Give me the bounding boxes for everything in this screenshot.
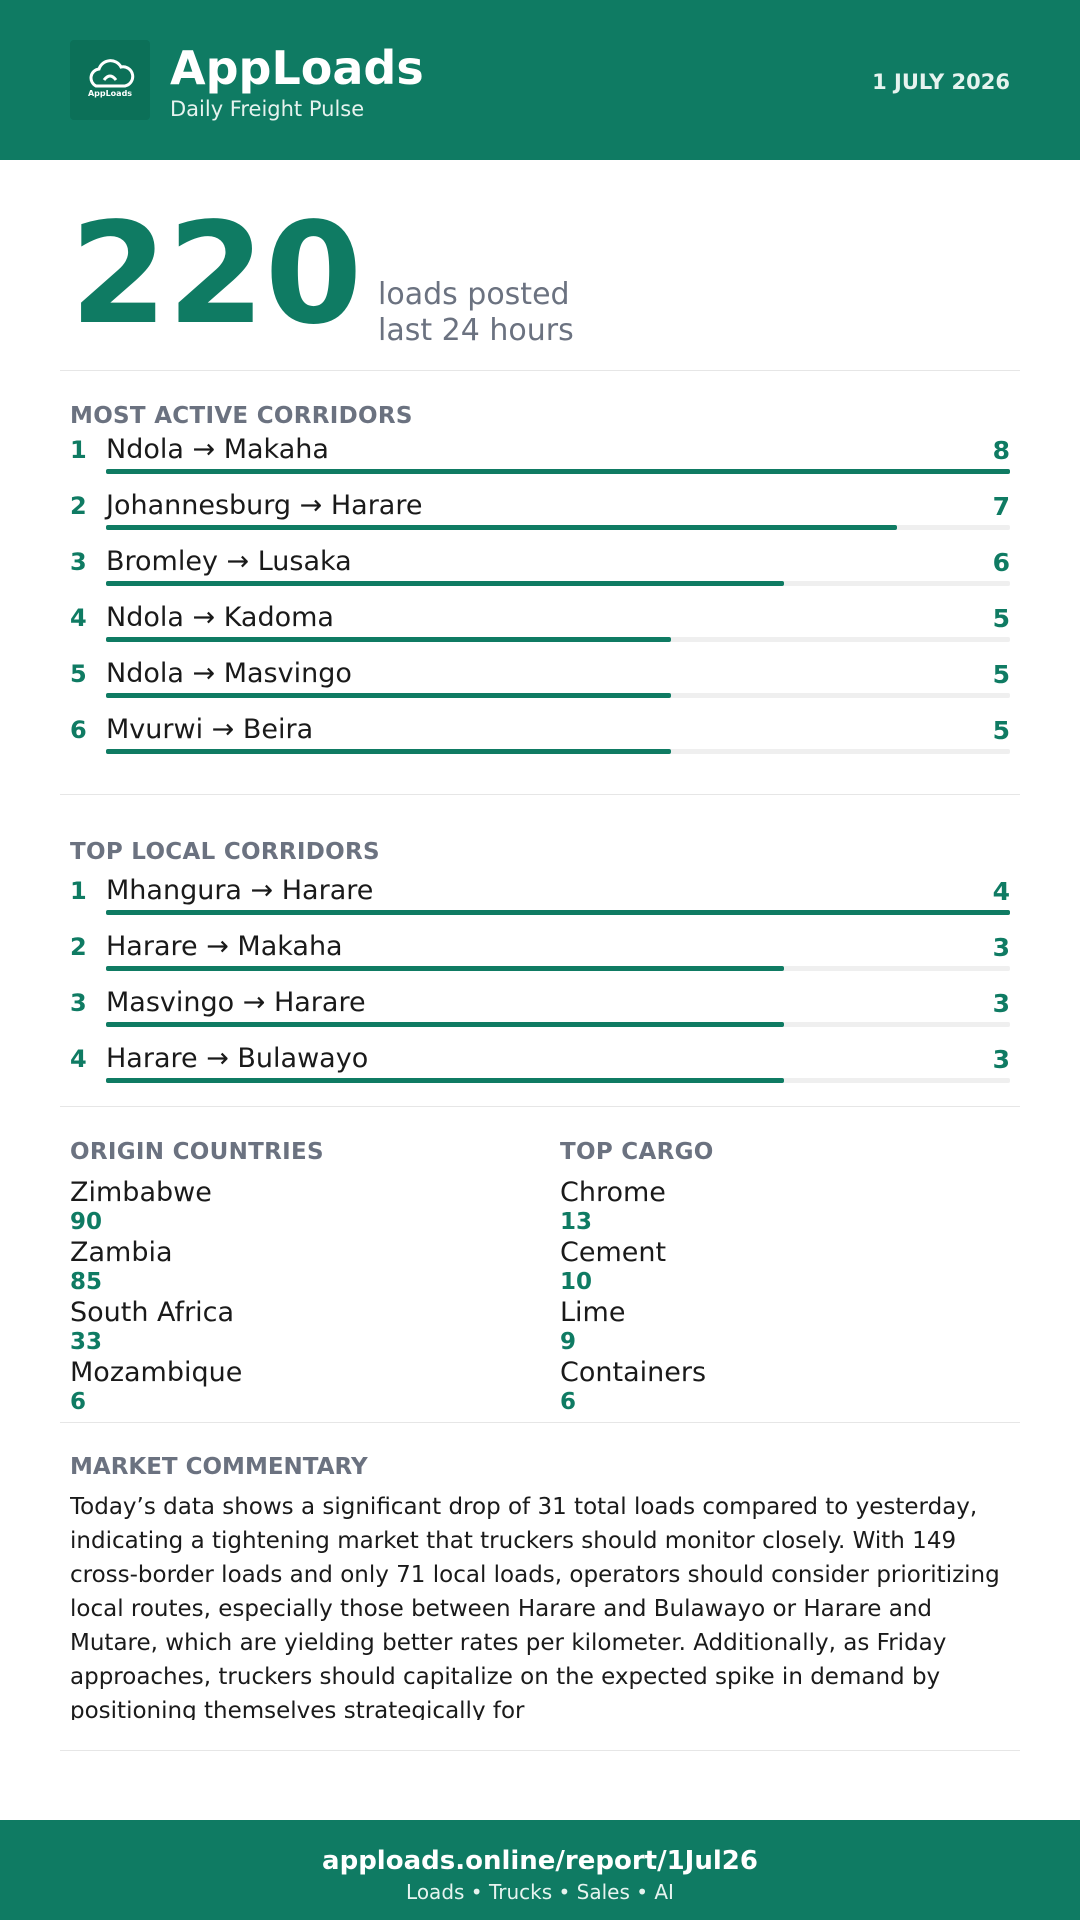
rank: 5 [70,660,87,688]
app-subtitle: Daily Freight Pulse [170,97,365,121]
item-value: 9 [560,1329,577,1355]
bar [106,469,1010,474]
logo-text: AppLoads [87,89,133,98]
bar [106,1022,784,1027]
route: Masvingo → Harare [106,987,366,1018]
load-count: 5 [992,660,1010,689]
item-value: 90 [70,1209,103,1235]
headline-label: loads posted [378,277,570,312]
route: Mhangura → Harare [106,875,374,906]
item-value: 33 [70,1329,103,1355]
item-name: Lime [560,1297,626,1328]
route: Harare → Makaha [106,931,343,962]
bar [106,749,671,754]
rank: 3 [70,548,87,576]
logo: AppLoads [70,40,150,120]
app-title: AppLoads [170,41,424,95]
section-title: MOST ACTIVE CORRIDORS [70,403,413,429]
bar [106,581,784,586]
load-count: 6 [992,548,1010,577]
item-name: Zimbabwe [70,1177,212,1208]
bar [106,637,671,642]
divider [60,370,1020,371]
item-name: Cement [560,1237,667,1268]
item-name: Containers [560,1357,707,1388]
load-count: 3 [992,989,1010,1018]
section-title: TOP LOCAL CORRIDORS [70,839,380,865]
divider [60,794,1020,795]
load-count: 7 [992,492,1010,521]
item-value: 13 [560,1209,593,1235]
item-value: 85 [70,1269,103,1295]
commentary-title: MARKET COMMENTARY [70,1454,368,1480]
route: Johannesburg → Harare [106,490,423,521]
rank: 2 [70,492,87,520]
rank: 2 [70,933,87,961]
load-count: 3 [992,1045,1010,1074]
load-count: 3 [992,933,1010,962]
section-title: TOP CARGO [560,1139,714,1165]
rank: 1 [70,877,87,905]
bar [106,910,1010,915]
bar [106,966,784,971]
logo-icon [89,59,135,88]
item-value: 6 [560,1389,577,1415]
route: Ndola → Kadoma [106,602,334,633]
load-count: 4 [992,877,1010,906]
route: Ndola → Makaha [106,434,329,465]
header: AppLoads AppLoads Daily Freight Pulse 1 … [0,0,1080,160]
route: Harare → Bulawayo [106,1043,369,1074]
rank: 3 [70,989,87,1017]
rank: 4 [70,604,87,632]
item-name: Mozambique [70,1357,243,1388]
rank: 4 [70,1045,87,1073]
load-count: 8 [992,436,1010,465]
rank: 1 [70,436,87,464]
item-value: 6 [70,1389,87,1415]
route: Bromley → Lusaka [106,546,352,577]
commentary-text: Today’s data shows a significant drop of… [70,1494,1000,1720]
load-count: 5 [992,604,1010,633]
route: Ndola → Masvingo [106,658,352,689]
load-count: 5 [992,716,1010,745]
divider [60,1106,1020,1107]
item-name: Chrome [560,1177,666,1208]
route: Mvurwi → Beira [106,714,314,745]
bar [106,525,897,530]
footer-tagline: Loads • Trucks • Sales • AI [406,1880,674,1904]
item-value: 10 [560,1269,593,1295]
divider [60,1750,1020,1751]
headline-value: 220 [70,193,363,356]
item-name: Zambia [70,1237,173,1268]
rank: 6 [70,716,87,744]
bar [106,693,671,698]
divider [60,1422,1020,1423]
report-date: 1 JULY 2026 [872,70,1010,94]
footer-url: apploads.online/report/1Jul26 [322,1846,758,1876]
headline-label: last 24 hours [378,313,574,348]
footer: apploads.online/report/1Jul26 Loads • Tr… [0,1820,1080,1920]
section-title: ORIGIN COUNTRIES [70,1139,324,1165]
item-name: South Africa [70,1297,235,1328]
bar [106,1078,784,1083]
